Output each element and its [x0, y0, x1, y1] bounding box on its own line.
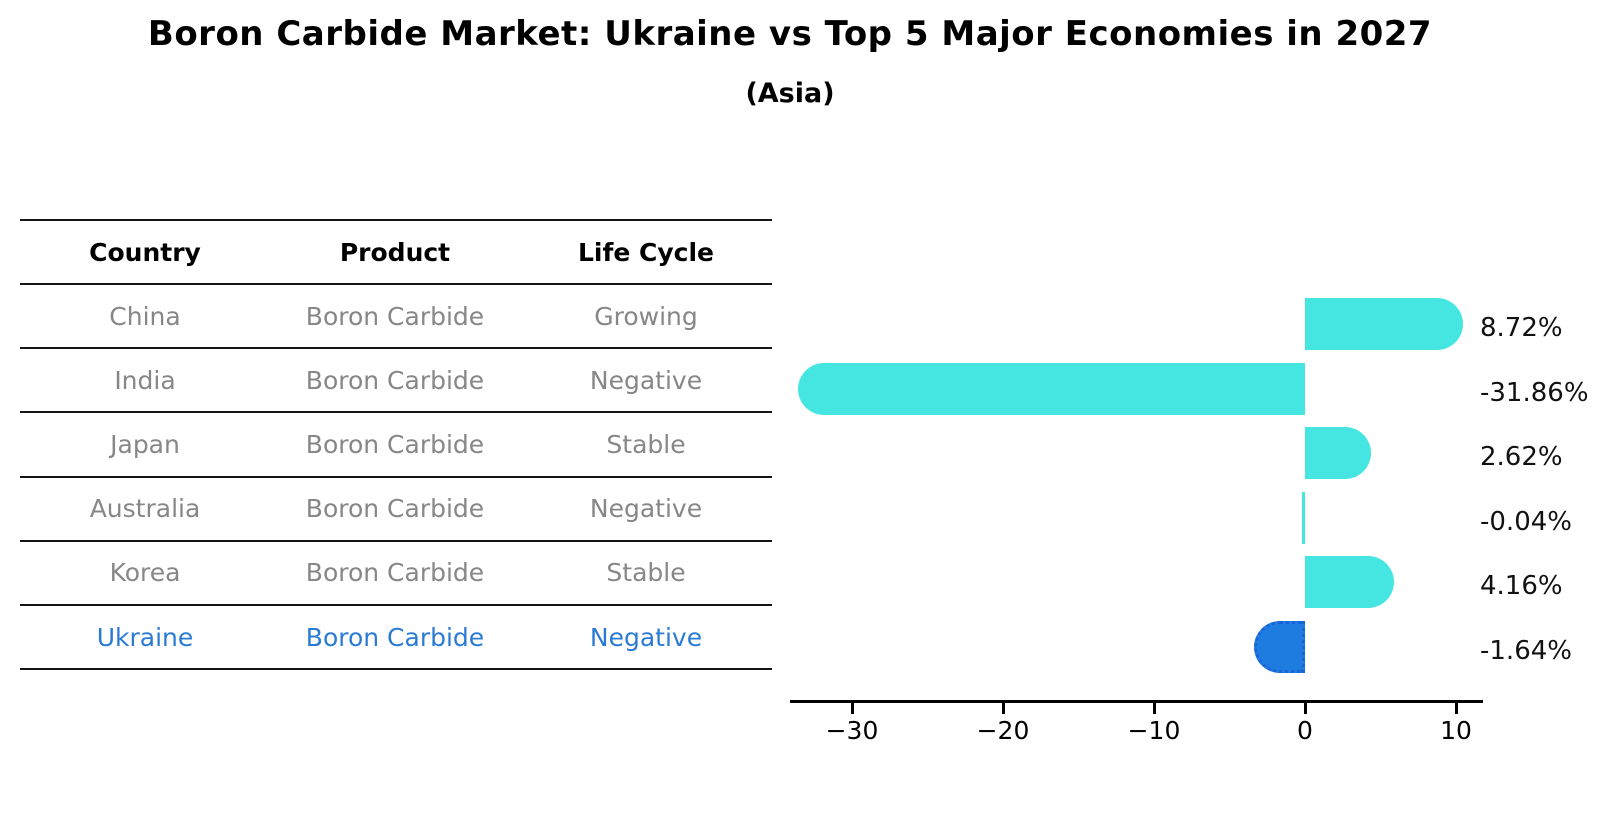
cell-product: Boron Carbide [305, 558, 485, 588]
table-row: China Boron Carbide Growing [20, 285, 772, 350]
cell-life-cycle: Stable [606, 558, 686, 588]
bar-india [797, 362, 1305, 415]
cell-product: Boron Carbide [305, 365, 485, 395]
cell-country: Australia [89, 494, 201, 524]
x-axis-tick [1454, 703, 1458, 714]
cell-country: India [114, 365, 176, 395]
x-axis-tick [1152, 703, 1156, 714]
table-row: Korea Boron Carbide Stable [20, 542, 772, 606]
cell-product: Boron Carbide [305, 429, 485, 459]
table-header-life-cycle: Life Cycle [577, 237, 715, 267]
bar-value-label: -1.64% [1480, 636, 1572, 666]
x-axis-spine [790, 700, 1483, 703]
x-axis-tick-label: −10 [1127, 716, 1181, 745]
cell-country: China [109, 301, 181, 331]
table-row: Japan Boron Carbide Stable [20, 413, 772, 478]
cell-country: Japan [110, 429, 180, 459]
bar-ukraine [1254, 621, 1305, 673]
cell-life-cycle: Negative [589, 494, 703, 524]
table-header-country: Country [89, 237, 201, 267]
cell-life-cycle: Negative [589, 365, 703, 395]
bar-value-label: -0.04% [1480, 506, 1572, 537]
bar-value-label: 4.16% [1480, 571, 1563, 602]
bar-value-label: 8.72% [1480, 313, 1563, 343]
cell-life-cycle: Negative [589, 622, 703, 652]
cell-product: Boron Carbide [305, 301, 485, 331]
bar-value-label: -31.86% [1480, 377, 1589, 408]
table-row: India Boron Carbide Negative [20, 349, 772, 414]
x-axis-tick [1001, 703, 1005, 714]
x-axis-tick-label: −20 [976, 716, 1030, 745]
bar-china [1305, 298, 1463, 350]
bar-australia [1302, 491, 1305, 544]
cell-country: Korea [109, 558, 181, 588]
country-table: Country Product Life Cycle China Boron C… [20, 219, 772, 671]
cell-country: Ukraine [96, 622, 194, 652]
table-row-ukraine: Ukraine Boron Carbide Negative [20, 606, 772, 671]
x-axis-tick [1303, 703, 1307, 714]
x-axis-tick [850, 703, 854, 714]
table-row: Australia Boron Carbide Negative [20, 478, 772, 542]
chart-subtitle: (Asia) [745, 78, 835, 109]
cell-product: Boron Carbide [305, 494, 485, 524]
x-axis-tick-label: 0 [1297, 716, 1313, 745]
bar-korea [1305, 556, 1394, 609]
table-header-row: Country Product Life Cycle [20, 221, 772, 285]
cell-life-cycle: Stable [606, 429, 686, 459]
x-axis-tick-label: −30 [825, 716, 879, 745]
bar-value-label: 2.62% [1480, 442, 1563, 473]
cell-life-cycle: Growing [594, 301, 698, 331]
x-axis-tick-label: 10 [1440, 716, 1472, 745]
cell-product: Boron Carbide [305, 622, 485, 652]
chart-title: Boron Carbide Market: Ukraine vs Top 5 M… [147, 14, 1433, 54]
bar-japan [1305, 427, 1371, 480]
table-header-product: Product [339, 237, 451, 267]
